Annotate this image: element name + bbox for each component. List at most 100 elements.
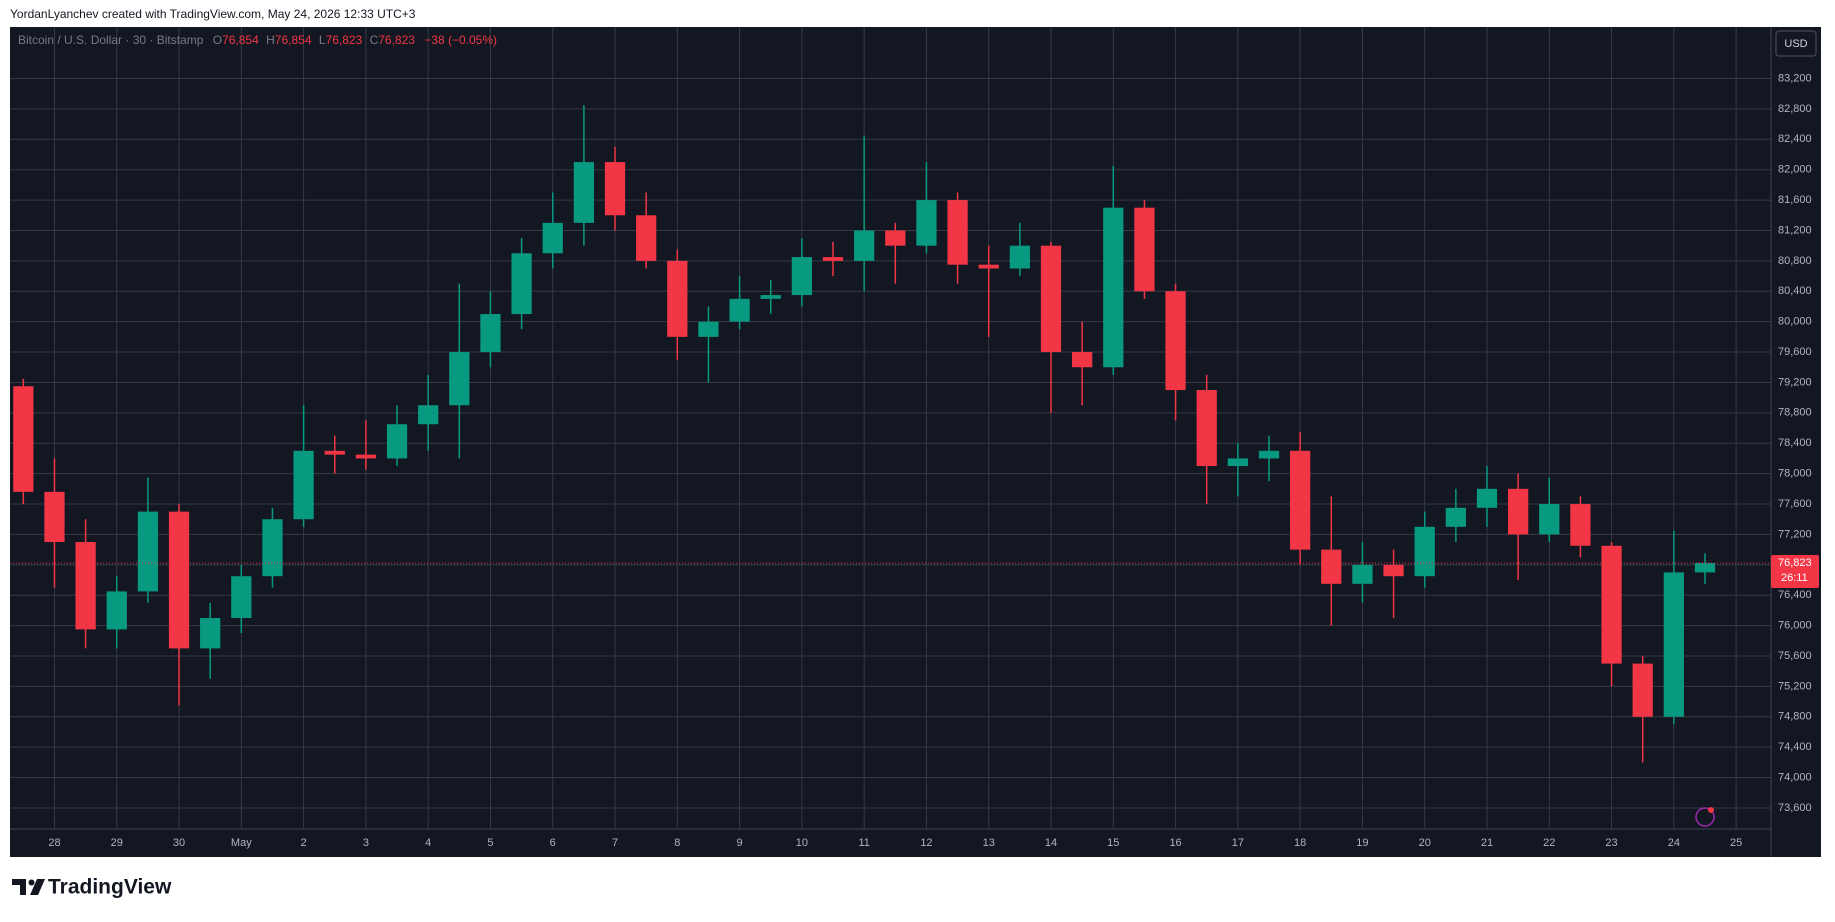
x-tick-label: 2 xyxy=(301,837,307,849)
candle-body xyxy=(137,511,159,592)
legend-value: 76,854 xyxy=(275,33,312,47)
candle-body xyxy=(1227,458,1248,467)
candle-body xyxy=(1539,504,1560,535)
x-tick-label: 20 xyxy=(1419,837,1431,849)
candle-body xyxy=(1196,390,1217,467)
y-tick-label: 79,600 xyxy=(1778,346,1812,358)
x-tick-label: 12 xyxy=(920,837,932,849)
x-tick-label: 13 xyxy=(983,837,995,849)
candle-body xyxy=(106,591,127,630)
last-price-tag xyxy=(1771,555,1819,589)
candle-body xyxy=(324,450,345,455)
x-tick-label: 22 xyxy=(1543,837,1555,849)
candle-body xyxy=(262,519,283,577)
last-price-label: 76,823 xyxy=(1778,557,1812,569)
x-tick-label: 16 xyxy=(1169,837,1181,849)
brand-name: TradingView xyxy=(48,876,172,899)
candle-body xyxy=(1694,563,1716,573)
x-tick-label: 4 xyxy=(425,837,431,849)
y-tick-label: 79,200 xyxy=(1778,376,1812,388)
symbol-title: Bitcoin / U.S. Dollar · 30 · Bitstamp xyxy=(18,33,204,47)
currency-button[interactable] xyxy=(1775,30,1817,57)
y-tick-label: 78,800 xyxy=(1778,407,1812,419)
logo-mark xyxy=(12,879,45,895)
y-tick-label: 74,400 xyxy=(1778,741,1812,753)
y-tick-label: 80,000 xyxy=(1778,316,1812,328)
legend-label: H xyxy=(266,33,275,47)
x-tick-label: 15 xyxy=(1107,837,1119,849)
candle-body xyxy=(1165,291,1186,391)
y-tick-label: 76,400 xyxy=(1778,589,1812,601)
candle-body xyxy=(386,424,408,459)
legend-label: O xyxy=(213,33,222,47)
candle-body xyxy=(822,257,844,261)
candle-body xyxy=(698,321,719,337)
candle-body xyxy=(1476,488,1498,508)
candle-body xyxy=(1352,564,1373,584)
x-tick-label: 29 xyxy=(111,837,123,849)
y-tick-label: 73,600 xyxy=(1778,802,1812,814)
currency-label[interactable]: USD xyxy=(1784,38,1807,50)
x-tick-label: 24 xyxy=(1668,837,1680,849)
x-tick-label: 17 xyxy=(1232,837,1244,849)
x-tick-label: 23 xyxy=(1605,837,1617,849)
y-tick-label: 81,600 xyxy=(1778,194,1812,206)
candle-body xyxy=(1258,450,1280,459)
y-tick-label: 80,800 xyxy=(1778,255,1812,267)
candle-body xyxy=(885,230,906,246)
candle-body xyxy=(75,542,96,630)
candle-body xyxy=(542,222,563,254)
alert-icon[interactable] xyxy=(1695,807,1715,827)
price-axis xyxy=(1771,27,1821,857)
y-tick-label: 74,800 xyxy=(1778,711,1812,723)
x-tick-label: 18 xyxy=(1294,837,1306,849)
candle-body xyxy=(355,454,377,459)
y-tick-label: 78,000 xyxy=(1778,468,1812,480)
x-tick-label: 7 xyxy=(612,837,618,849)
candle-body xyxy=(1414,526,1435,577)
alert-dot xyxy=(1708,807,1714,813)
candle-body xyxy=(636,215,657,261)
candle-body xyxy=(1601,545,1622,664)
y-tick-label: 77,600 xyxy=(1778,498,1812,510)
y-tick-label: 76,000 xyxy=(1778,619,1812,631)
candle-body xyxy=(573,162,594,223)
countdown: 26:11 xyxy=(1781,572,1808,584)
y-tick-label: 81,200 xyxy=(1778,224,1812,236)
candle-body xyxy=(854,230,875,261)
candle-body xyxy=(44,491,65,543)
x-tick-label: 28 xyxy=(48,837,60,849)
x-tick-label: 25 xyxy=(1730,837,1742,849)
candle-body xyxy=(978,264,999,269)
candle-body xyxy=(1072,352,1093,368)
candle-body xyxy=(1663,572,1684,717)
candle-body xyxy=(604,162,626,216)
x-tick-label: 30 xyxy=(173,837,185,849)
legend-value: 76,823 xyxy=(326,33,363,47)
x-tick-label: 6 xyxy=(550,837,556,849)
candle-body xyxy=(760,295,781,299)
candle-body xyxy=(13,386,34,492)
candle-body xyxy=(1321,549,1342,584)
y-tick-label: 82,000 xyxy=(1778,164,1812,176)
legend-change: −38 (−0.05%) xyxy=(424,33,497,47)
x-tick-label: 14 xyxy=(1045,837,1057,849)
x-tick-label: 5 xyxy=(487,837,493,849)
candle-body xyxy=(449,352,470,406)
candle-body xyxy=(1009,245,1030,269)
candle-body xyxy=(667,260,688,337)
legend-label: C xyxy=(370,33,379,47)
candle-body xyxy=(1570,504,1591,546)
candle-body xyxy=(1134,207,1155,292)
candle-body xyxy=(1632,663,1653,717)
y-tick-label: 82,800 xyxy=(1778,103,1812,115)
x-tick-label: 21 xyxy=(1481,837,1493,849)
y-tick-label: 75,200 xyxy=(1778,680,1812,692)
y-tick-label: 75,600 xyxy=(1778,650,1812,662)
candle-body xyxy=(1383,564,1404,577)
x-tick-label: 8 xyxy=(674,837,680,849)
x-tick-label: 11 xyxy=(858,837,869,849)
candle-body xyxy=(480,314,501,353)
y-tick-label: 80,400 xyxy=(1778,285,1812,297)
candle-body xyxy=(200,617,221,649)
